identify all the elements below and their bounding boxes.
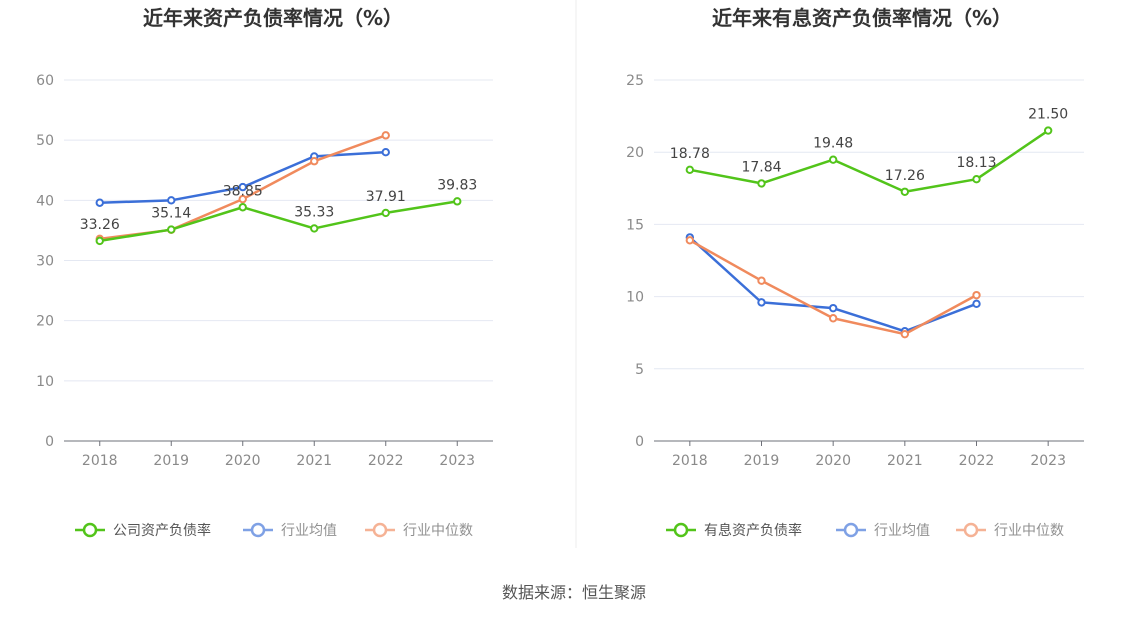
data-point[interactable]: [972, 299, 981, 309]
y-tick-label: 25: [626, 73, 644, 89]
chart-1-title: 近年来资产负债率情况（%）: [143, 6, 403, 30]
y-tick-label: 40: [36, 193, 54, 209]
y-tick-label: 0: [635, 434, 644, 450]
data-source: 数据来源：恒生聚源: [502, 583, 646, 602]
x-tick-label: 2020: [225, 453, 261, 469]
y-tick-label: 30: [36, 254, 54, 270]
data-label: 35.14: [151, 206, 191, 222]
data-label: 33.26: [80, 217, 120, 233]
legend-label: 行业均值: [281, 523, 337, 539]
y-tick-label: 5: [635, 362, 644, 378]
data-point[interactable]: [238, 182, 247, 192]
data-label: 17.84: [741, 159, 781, 175]
data-point[interactable]: [1043, 126, 1053, 135]
data-point[interactable]: [900, 329, 910, 339]
series-line-0: [689, 129, 1049, 194]
data-point[interactable]: [95, 198, 104, 207]
legend-marker: [372, 522, 388, 538]
legend-label: 行业中位数: [403, 523, 473, 539]
data-point[interactable]: [381, 131, 390, 140]
data-point[interactable]: [757, 179, 766, 188]
y-tick-label: 60: [36, 73, 54, 89]
x-tick-label: 2021: [887, 453, 923, 469]
data-point[interactable]: [167, 196, 176, 205]
data-point[interactable]: [310, 224, 319, 233]
x-tick-label: 2019: [744, 453, 780, 469]
x-tick-label: 2020: [815, 453, 851, 469]
legend-item[interactable]: 行业均值: [836, 522, 930, 539]
y-tick-label: 20: [36, 314, 54, 330]
data-point[interactable]: [381, 208, 390, 218]
chart-2-title: 近年来有息资产负债率情况（%）: [712, 6, 1012, 30]
y-tick-label: 15: [626, 217, 644, 233]
x-tick-label: 2023: [1030, 453, 1066, 469]
legend-label: 行业中位数: [994, 523, 1064, 539]
legend-marker: [82, 522, 98, 538]
legend-item[interactable]: 公司资产负债率: [75, 522, 211, 539]
data-point[interactable]: [828, 155, 838, 164]
data-point[interactable]: [238, 194, 247, 204]
data-label: 37.91: [366, 189, 406, 205]
legend-label: 行业均值: [874, 523, 930, 539]
data-point[interactable]: [310, 157, 319, 166]
data-point[interactable]: [900, 187, 910, 196]
data-point[interactable]: [972, 175, 981, 184]
data-point[interactable]: [453, 197, 462, 206]
data-label: 19.48: [813, 136, 853, 152]
legend-item[interactable]: 行业中位数: [956, 522, 1064, 539]
data-label: 18.13: [956, 155, 996, 171]
x-tick-label: 2022: [368, 453, 404, 469]
data-point[interactable]: [828, 314, 838, 323]
x-tick-label: 2021: [296, 453, 332, 469]
legend-item[interactable]: 行业中位数: [365, 522, 473, 539]
x-tick-label: 2022: [959, 453, 995, 469]
x-tick-label: 2018: [672, 453, 708, 469]
x-tick-label: 2023: [439, 453, 475, 469]
x-tick-label: 2019: [153, 453, 189, 469]
legend-item[interactable]: 有息资产负债率: [666, 522, 802, 539]
legend-label: 有息资产负债率: [704, 522, 802, 539]
y-tick-label: 0: [45, 434, 54, 450]
data-point[interactable]: [95, 236, 104, 246]
legend-label: 公司资产负债率: [113, 522, 211, 539]
data-point[interactable]: [972, 290, 981, 300]
legend-marker: [963, 522, 979, 538]
chart-2-plot: 0 5 10 15 20 25 2018 2019 2020 2021 2022 2023 18.78 1…: [626, 73, 1084, 539]
data-point[interactable]: [757, 276, 766, 285]
x-tick-label: 2018: [82, 453, 118, 469]
data-label: 18.78: [670, 146, 710, 162]
chart-1-plot: 0 10 20 30 40 50 60 2018 2019 2020 2021 2022 2023 33.…: [36, 73, 493, 539]
series-line-0: [99, 200, 458, 243]
data-point[interactable]: [238, 203, 247, 212]
data-point[interactable]: [167, 225, 176, 234]
legend-item[interactable]: 行业均值: [243, 522, 337, 539]
y-tick-label: 10: [626, 290, 644, 306]
data-label: 21.50: [1028, 107, 1068, 123]
legend-marker: [250, 522, 266, 538]
legend-marker: [843, 522, 859, 538]
legend-marker: [673, 522, 689, 538]
data-point[interactable]: [757, 298, 766, 307]
y-tick-label: 50: [36, 133, 54, 149]
data-label: 17.26: [885, 168, 925, 184]
data-label: 35.33: [294, 204, 334, 220]
y-tick-label: 20: [626, 145, 644, 161]
data-point[interactable]: [381, 148, 390, 157]
y-tick-label: 10: [36, 374, 54, 390]
data-point[interactable]: [685, 236, 695, 245]
data-label: 38.85: [223, 183, 263, 199]
data-point[interactable]: [828, 303, 838, 313]
data-point[interactable]: [685, 165, 695, 175]
data-label: 39.83: [437, 177, 477, 193]
